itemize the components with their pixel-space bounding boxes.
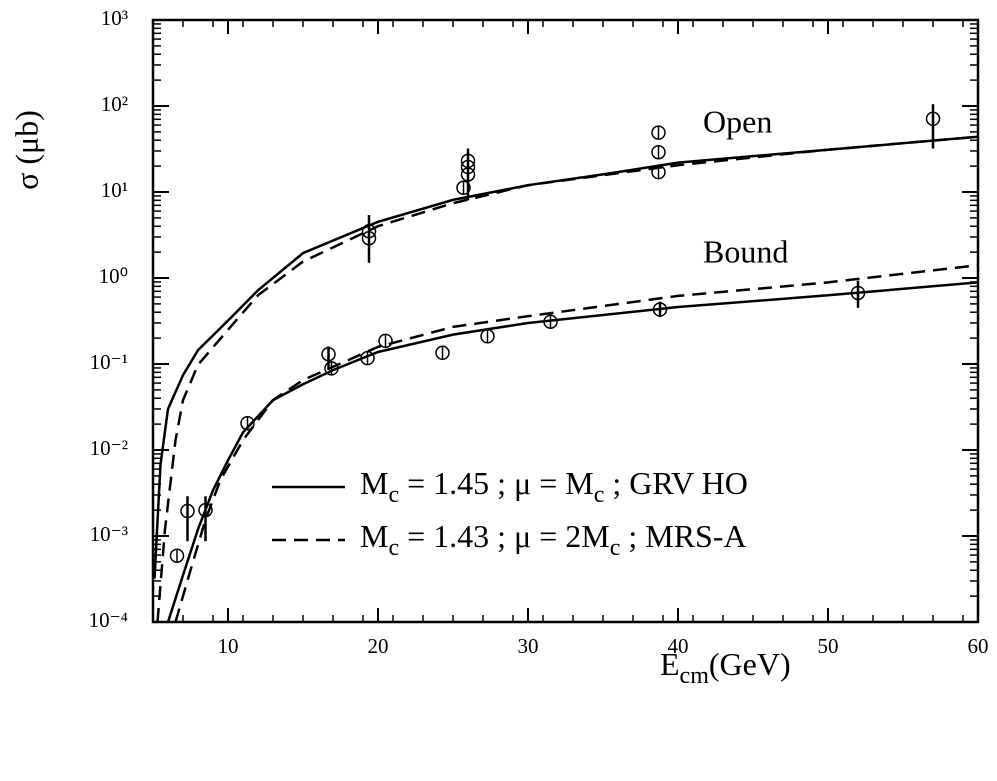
legend-subscript: c [594,482,605,508]
legend-subscript: c [388,482,399,508]
x-tick-label: 40 [668,634,689,658]
y-tick-label: 10³ [101,6,128,30]
x-tick-label: 50 [818,634,839,658]
legend-text: = 1.43 ; μ = 2M [399,518,610,554]
x-label-sub: cm [680,663,710,689]
y-tick-label: 10⁻¹ [90,350,128,374]
curve [174,263,978,622]
y-tick-label: 10⁻² [90,436,128,460]
x-tick-label: 30 [518,634,539,658]
legend-text: ; MRS-A [620,518,746,554]
x-axis-label: Ecm(GeV) [660,646,791,688]
y-tick-label: 10¹ [101,178,128,202]
legend-subscript: c [610,535,621,561]
y-tick-label: 10² [101,92,128,116]
legend-label: Mc = 1.45 ; μ = Mc ; GRV HO [360,465,748,507]
x-tick-label: 20 [368,634,389,658]
y-axis-label: σ (μb) [8,110,44,190]
y-tick-label: 10⁰ [99,264,128,288]
x-label-rest: (GeV) [709,646,791,682]
legend-text: M [360,518,388,554]
x-label-main: E [660,646,680,682]
curve [166,281,978,622]
legend-text: M [360,465,388,501]
legend-subscript: c [388,535,399,561]
legend-text: ; GRV HO [604,465,748,501]
y-tick-label: 10⁻⁴ [89,608,128,632]
y-tick-label: 10⁻³ [90,522,128,546]
x-tick-label: 60 [968,634,989,658]
curve [153,135,978,579]
annotation: Bound [703,233,788,269]
legend-label: Mc = 1.43 ; μ = 2Mc ; MRS-A [360,518,747,560]
legend-text: = 1.45 ; μ = M [399,465,594,501]
annotation: Open [703,103,772,139]
x-tick-label: 10 [218,634,239,658]
plot-frame [151,18,980,624]
